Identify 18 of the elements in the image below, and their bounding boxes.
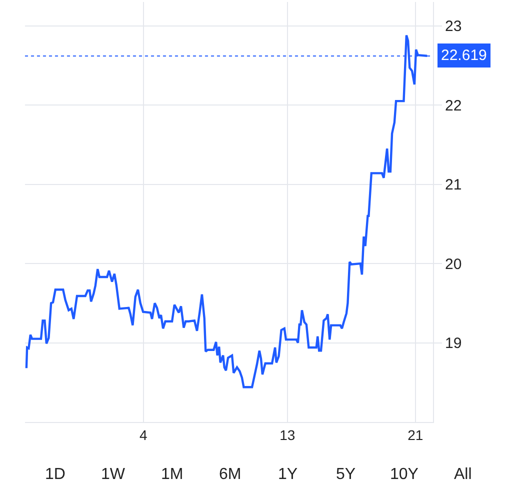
y-tick-label: 19 xyxy=(445,335,462,352)
text: 1M xyxy=(161,466,184,483)
x-tick-label: 4 xyxy=(140,426,148,443)
text: All xyxy=(454,466,472,483)
text: 1D xyxy=(45,466,66,483)
x-tick-label: 21 xyxy=(408,426,424,443)
line-series xyxy=(25,34,428,388)
x-tick-label: 13 xyxy=(280,426,296,443)
text: 5Y xyxy=(336,466,356,483)
text: 10Y xyxy=(390,466,419,483)
y-tick-label: 20 xyxy=(445,256,462,273)
text: 6M xyxy=(219,466,242,483)
text: 1Y xyxy=(278,466,298,483)
y-tick-label: 21 xyxy=(445,176,462,194)
y-tick-label: 22 xyxy=(445,97,462,114)
ref-line-label: 22.619 xyxy=(441,47,487,64)
text: 1W xyxy=(101,466,126,483)
y-tick-label: 23 xyxy=(445,18,462,36)
